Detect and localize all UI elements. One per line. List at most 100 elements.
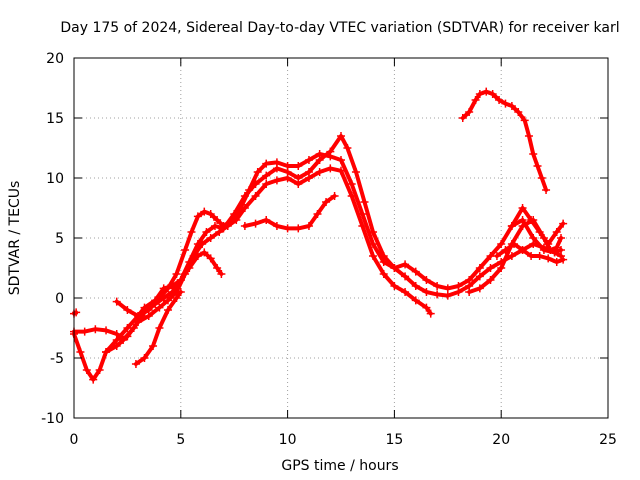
data-point	[149, 342, 158, 350]
data-marks	[70, 87, 568, 384]
data-point	[240, 222, 249, 230]
data-point	[390, 264, 399, 272]
data-point	[72, 308, 81, 317]
y-axis: -10 -5 0 5 10 15 20	[41, 51, 608, 427]
y-tick-label: -5	[50, 351, 64, 367]
series-track-d	[112, 248, 226, 320]
data-point	[151, 296, 160, 305]
data-point	[232, 216, 241, 224]
series-band	[242, 194, 337, 231]
data-point	[369, 252, 378, 260]
x-axis: 0 5 10 15 20 25	[70, 58, 617, 448]
data-point	[507, 222, 516, 230]
data-point	[322, 198, 331, 206]
data-point	[134, 312, 143, 320]
data-point	[501, 99, 510, 108]
data-point	[251, 219, 260, 228]
x-tick-label: 10	[279, 432, 297, 448]
data-point	[524, 132, 533, 140]
data-point	[144, 312, 153, 320]
data-point	[337, 132, 345, 140]
data-point	[518, 204, 527, 212]
data-point	[518, 222, 527, 230]
data-point	[351, 168, 360, 176]
data-point	[497, 240, 506, 248]
data-point	[475, 90, 484, 98]
data-point	[360, 198, 369, 206]
data-point	[330, 192, 339, 200]
data-point	[347, 180, 356, 188]
data-point	[102, 348, 111, 356]
data-point	[91, 325, 100, 334]
data-point	[552, 228, 561, 236]
series-track-e	[131, 288, 185, 368]
data-point	[471, 96, 480, 104]
series-track-c	[102, 164, 435, 356]
data-point	[557, 234, 566, 242]
y-tick-label: 5	[55, 231, 64, 247]
data-point	[294, 162, 303, 170]
data-point	[546, 246, 555, 254]
data-point	[206, 210, 215, 218]
data-point	[193, 212, 202, 221]
data-point	[202, 228, 211, 236]
data-point	[159, 294, 168, 302]
grid	[74, 58, 608, 418]
data-point	[213, 264, 222, 272]
data-point	[200, 207, 209, 216]
data-point	[326, 164, 335, 173]
y-tick-label: 15	[46, 111, 64, 127]
data-point	[411, 282, 420, 290]
data-point	[112, 297, 121, 306]
data-point	[401, 288, 410, 296]
data-point	[251, 192, 260, 200]
data-point	[527, 216, 536, 224]
data-point	[315, 168, 324, 176]
data-point	[369, 228, 378, 236]
data-point	[518, 246, 527, 254]
data-point	[458, 114, 467, 122]
data-point	[200, 248, 209, 257]
data-point	[401, 260, 410, 269]
data-point	[539, 243, 548, 252]
data-point	[343, 144, 352, 152]
data-point	[411, 296, 420, 305]
data-point	[529, 150, 538, 158]
data-point	[89, 375, 98, 384]
data-point	[217, 270, 226, 278]
data-point	[251, 180, 260, 188]
x-tick-label: 5	[176, 432, 185, 448]
data-point	[82, 366, 91, 374]
data-point	[433, 282, 442, 290]
data-point	[533, 162, 542, 170]
data-point	[176, 276, 185, 284]
data-point	[155, 303, 164, 312]
data-point	[272, 222, 281, 230]
data-point	[163, 296, 172, 305]
data-point	[486, 264, 495, 272]
chart-title: Day 175 of 2024, Sidereal Day-to-day VTE…	[60, 20, 619, 36]
data-point	[475, 272, 484, 281]
data-point	[537, 174, 546, 182]
y-tick-label: 20	[46, 51, 64, 67]
data-point	[76, 348, 85, 356]
data-point	[465, 108, 474, 116]
series-band	[460, 89, 549, 192]
data-point	[507, 252, 516, 260]
data-point	[294, 224, 303, 233]
data-point	[206, 234, 215, 242]
data-point	[262, 159, 271, 168]
data-point	[210, 222, 219, 230]
data-point	[123, 306, 132, 314]
data-point	[495, 96, 504, 104]
data-point	[140, 303, 149, 312]
data-point	[326, 147, 335, 156]
data-point	[529, 240, 538, 248]
data-point	[422, 303, 431, 312]
data-point	[193, 252, 202, 260]
data-point	[223, 222, 232, 230]
y-tick-label: -10	[41, 411, 64, 427]
data-point	[542, 186, 551, 194]
data-point	[465, 288, 474, 296]
data-point	[379, 270, 388, 278]
